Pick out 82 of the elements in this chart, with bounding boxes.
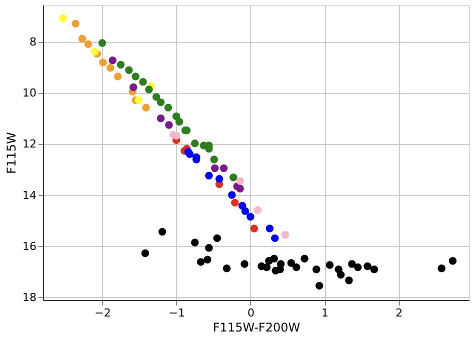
point xyxy=(191,140,199,148)
point xyxy=(158,228,166,236)
point xyxy=(240,260,248,268)
point xyxy=(99,58,107,66)
point xyxy=(231,198,239,207)
point xyxy=(222,264,231,272)
point xyxy=(326,261,334,269)
point xyxy=(72,20,80,28)
point xyxy=(354,263,362,272)
point xyxy=(246,212,254,221)
point xyxy=(205,172,213,180)
x-tick-label: −1 xyxy=(168,306,185,320)
point xyxy=(210,156,218,164)
point xyxy=(196,258,205,266)
point xyxy=(191,238,199,246)
point xyxy=(213,234,221,242)
point xyxy=(266,224,274,232)
point xyxy=(114,72,122,80)
point xyxy=(139,78,147,86)
point xyxy=(230,174,238,182)
point xyxy=(134,96,142,104)
point xyxy=(215,175,224,183)
point xyxy=(254,206,262,214)
point xyxy=(236,184,244,193)
y-tick-label: 10 xyxy=(22,86,36,100)
point xyxy=(270,254,278,262)
point xyxy=(448,257,457,265)
point xyxy=(116,60,125,69)
y-tick-label: 8 xyxy=(30,36,36,49)
x-tick-label: 1 xyxy=(322,306,329,320)
point xyxy=(211,164,219,172)
point xyxy=(141,249,150,258)
point xyxy=(175,118,184,126)
point xyxy=(236,177,244,185)
point xyxy=(345,276,353,284)
point xyxy=(228,191,236,199)
point xyxy=(142,104,150,112)
point xyxy=(292,263,300,272)
point xyxy=(438,264,446,272)
point xyxy=(156,114,165,122)
point xyxy=(348,260,356,268)
point xyxy=(370,265,378,274)
point xyxy=(276,265,284,274)
point xyxy=(108,56,117,64)
point xyxy=(106,64,114,72)
point xyxy=(281,231,290,239)
point xyxy=(336,270,345,279)
point xyxy=(156,98,165,106)
point xyxy=(220,164,228,172)
y-tick-label: 16 xyxy=(22,240,36,253)
point xyxy=(98,39,106,47)
y-tick-label: 12 xyxy=(22,138,36,151)
point xyxy=(312,265,320,274)
point xyxy=(300,254,308,262)
point xyxy=(130,83,138,92)
x-axis-title: F115W-F200W xyxy=(212,320,300,334)
point xyxy=(132,72,140,80)
point xyxy=(250,224,258,232)
x-tick-label: 2 xyxy=(396,306,403,320)
y-axis-title: F115W xyxy=(4,132,19,174)
point xyxy=(164,104,172,112)
point xyxy=(78,34,86,43)
point xyxy=(165,121,173,129)
point xyxy=(271,234,279,242)
point xyxy=(152,93,160,101)
point xyxy=(204,256,212,264)
point xyxy=(262,263,271,272)
point xyxy=(59,14,67,22)
point xyxy=(84,40,92,48)
y-tick-label: 18 xyxy=(22,290,36,304)
point xyxy=(241,207,250,215)
x-tick-label: 0 xyxy=(247,306,254,320)
point xyxy=(125,66,133,74)
point xyxy=(186,150,194,158)
x-tick-label: −2 xyxy=(94,306,111,320)
point xyxy=(364,262,372,270)
point xyxy=(315,282,324,290)
point xyxy=(287,259,296,267)
point xyxy=(145,86,153,94)
point xyxy=(90,48,99,56)
y-tick-label: 14 xyxy=(22,188,36,202)
point xyxy=(205,244,213,252)
